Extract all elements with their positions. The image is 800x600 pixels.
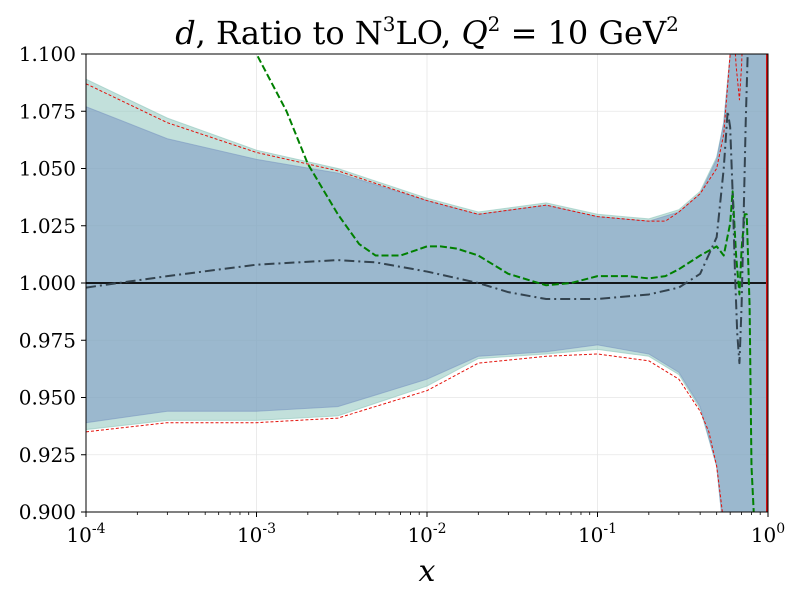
y-axis: 0.900 0.925 0.950 0.975 1.000 1.025 1.050 1.075… [19,42,86,524]
y-tick-label: 0.900 [19,500,76,524]
x-tick-label: 10-3 [237,521,276,547]
x-axis-label: x [419,554,436,589]
y-tick-label: 1.050 [19,157,76,181]
chart-title: d, Ratio to N3LO, Q2 = 10 GeV2 [175,12,679,52]
y-tick-label: 1.000 [19,271,76,295]
x-axis: 10-4 10-3 10-2 10-1 100 [66,512,785,547]
red-dashed-lower-line [86,353,723,512]
y-tick-label: 0.975 [19,328,76,352]
green-dashed-line [255,54,755,512]
y-tick-label: 0.950 [19,386,76,410]
x-tick-label: 10-4 [66,521,105,547]
y-tick-label: 1.075 [19,99,76,123]
x-tick-label: 10-2 [407,521,446,547]
red-dashed-upper-line [86,54,743,222]
x-tick-label: 10-1 [578,521,617,547]
y-tick-label: 1.025 [19,214,76,238]
y-tick-label: 1.100 [19,42,76,66]
dashdot-slate-line [86,54,749,365]
x-tick-label: 100 [751,521,785,547]
plot-area [86,54,768,512]
y-tick-label: 0.925 [19,443,76,467]
